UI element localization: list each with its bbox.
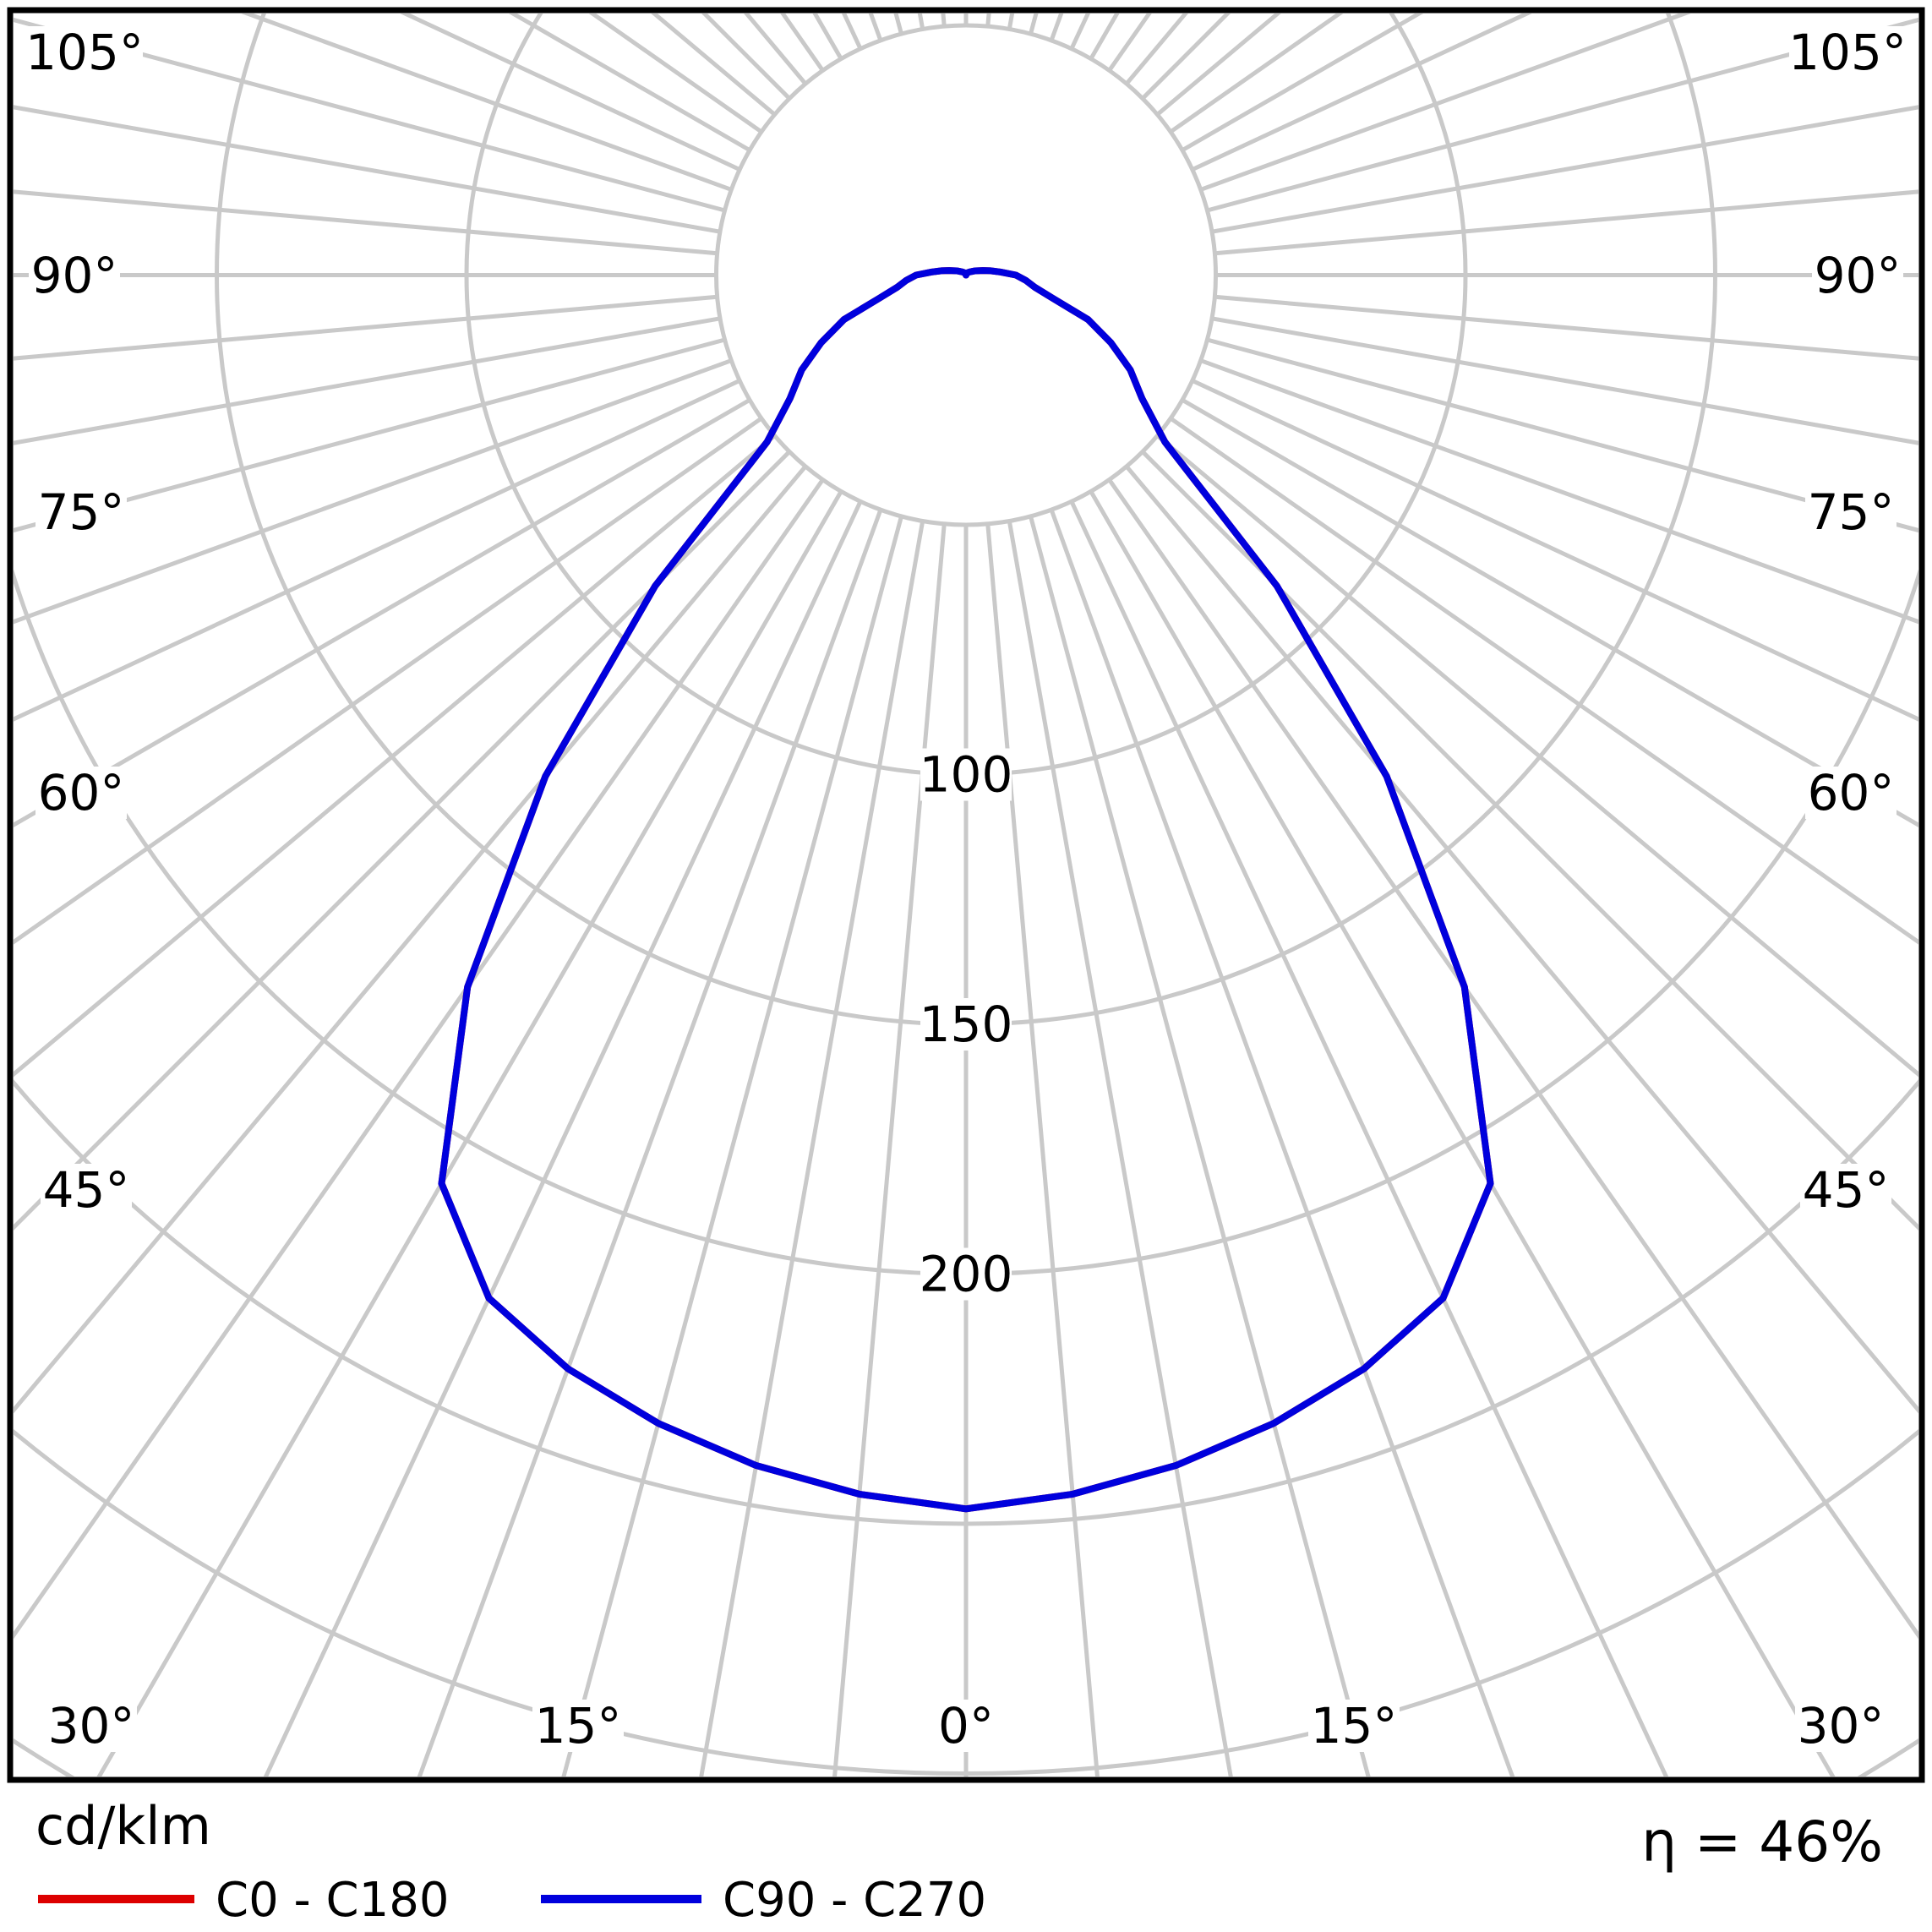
angle-label-left-30-halo	[46, 1700, 137, 1752]
angle-label-right-105-halo	[1789, 26, 1906, 79]
angle-label-right-105: 105°	[1788, 24, 1907, 81]
radial-gridline-L50	[14, 434, 777, 1078]
intensity-curves	[438, 267, 1494, 1513]
radial-gridline-R70	[1199, 358, 1918, 625]
radial-gridline-L70	[14, 358, 733, 625]
radial-gridline-L45	[14, 450, 791, 1231]
angle-label-right-30: 30°	[1798, 1697, 1885, 1755]
radial-gridline-L110	[241, 14, 733, 192]
radial-gridline-L30	[96, 490, 843, 1776]
radial-gridline-L85	[14, 294, 718, 361]
angle-label-left-105-halo	[26, 26, 143, 79]
radial-gridline-R105	[1206, 17, 1918, 213]
radial-gridline-R35	[1107, 478, 1918, 1640]
angle-label-left-60: 60°	[38, 764, 125, 821]
efficiency-label: η = 46%	[1641, 1809, 1883, 1875]
radial-gridline-R55	[1169, 416, 1918, 945]
radial-gridline-R25	[1069, 500, 1669, 1776]
angle-label-0-halo	[933, 1700, 999, 1752]
angle-label-left-90: 90°	[31, 247, 118, 304]
angle-label-right-60: 60°	[1808, 764, 1895, 821]
radial-gridline-R100	[1211, 105, 1918, 234]
ring-label-150-halo	[920, 998, 1012, 1051]
angle-label-left-60-halo	[35, 767, 127, 819]
radial-gridline-L95	[14, 189, 718, 256]
radial-gridline-R10	[1007, 521, 1233, 1776]
axis-labels: 0° 15° 15° 30° 30° 45° 45° 60° 60° 75° 75° 90° 90° 10…	[25, 24, 1907, 1755]
angle-label-right-15: 15°	[1311, 1697, 1398, 1755]
radial-gridline-R95	[1214, 189, 1918, 256]
radial-gridline-L100	[14, 105, 721, 234]
radial-gridline-R85	[1214, 294, 1918, 361]
ring-label-100: 100	[920, 746, 1013, 804]
radial-gridline-L65	[14, 379, 741, 722]
angle-label-right-90-halo	[1812, 249, 1903, 302]
radial-gridline-L60	[14, 398, 751, 828]
angle-label-left-75-halo	[35, 486, 127, 538]
units-label: cd/klm	[35, 1795, 211, 1857]
ring-label-200-halo	[920, 1247, 1012, 1301]
radial-gridline-L75	[14, 337, 726, 533]
angle-label-left-90-halo	[29, 249, 120, 302]
radial-gridline-L55	[14, 416, 763, 945]
angle-label-right-75: 75°	[1808, 483, 1895, 541]
angle-label-right-30-halo	[1795, 1700, 1886, 1752]
radial-gridline-R110	[1199, 14, 1691, 192]
radial-gridline-R45	[1141, 450, 1918, 1231]
radial-gridline-L35	[14, 478, 825, 1640]
radial-gridline-L80	[14, 316, 721, 445]
radial-gridline-L10	[699, 521, 925, 1776]
radial-gridline-R65	[1191, 379, 1918, 722]
radial-gridline-R20	[1049, 509, 1515, 1776]
angle-label-right-45: 45°	[1803, 1161, 1890, 1219]
ring-label-150: 150	[920, 996, 1013, 1053]
radial-gridline-L25	[263, 500, 863, 1776]
radial-gridline-L105	[14, 17, 726, 213]
legend-label-c0-c180: C0 - C180	[216, 1873, 450, 1928]
ring-label-200: 200	[920, 1246, 1013, 1303]
curve-C90-C270	[438, 267, 1494, 1513]
angle-label-left-45: 45°	[43, 1161, 130, 1219]
radial-gridline-R60	[1181, 398, 1918, 828]
radial-gridline-R80	[1211, 316, 1918, 445]
angle-label-right-75-halo	[1805, 486, 1897, 538]
legend-label-c90-c270: C90 - C270	[723, 1873, 986, 1928]
angle-label-right-15-halo	[1308, 1700, 1400, 1752]
angle-label-left-75: 75°	[38, 483, 125, 541]
angle-label-left-105: 105°	[25, 24, 144, 81]
angle-label-right-60-halo	[1805, 767, 1897, 819]
radial-gridline-R75	[1206, 337, 1918, 533]
radial-gridline-L20	[417, 509, 883, 1776]
radial-gridline-R30	[1089, 490, 1836, 1776]
angle-label-left-15-halo	[532, 1700, 624, 1752]
radial-gridline-R50	[1155, 434, 1918, 1078]
angle-label-left-15: 15°	[535, 1697, 622, 1755]
radial-gridline-L5	[832, 523, 947, 1776]
angle-label-right-45-halo	[1800, 1164, 1891, 1216]
ring-label-100-halo	[920, 748, 1012, 801]
angle-label-left-45-halo	[41, 1164, 132, 1216]
angle-label-0: 0°	[938, 1697, 994, 1755]
radial-gridline-R5	[985, 523, 1100, 1776]
legend: cd/klm C0 - C180 C90 - C270 η = 46%	[35, 1795, 1883, 1928]
angle-label-left-30: 30°	[48, 1697, 135, 1755]
angle-label-right-90: 90°	[1815, 247, 1902, 304]
